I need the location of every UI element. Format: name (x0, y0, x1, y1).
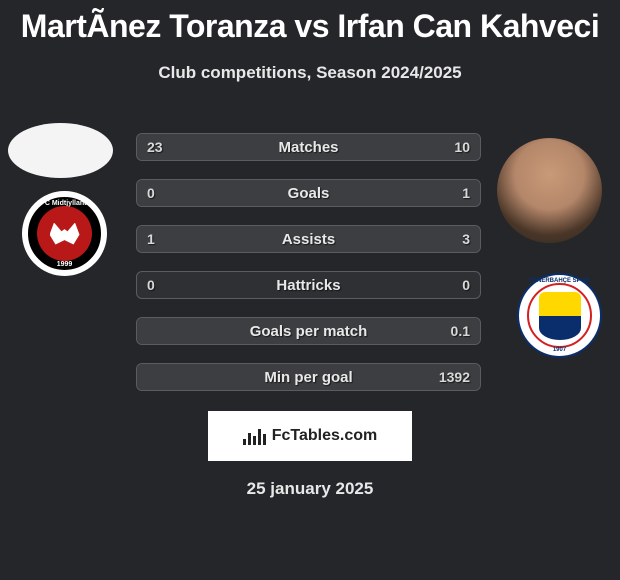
stat-label: Goals per match (137, 318, 480, 344)
stat-value-right: 10 (454, 134, 470, 160)
stat-rows: 23Matches100Goals11Assists30Hattricks0Go… (136, 133, 481, 409)
stat-row: 0Hattricks0 (136, 271, 481, 299)
bars-icon (243, 427, 266, 445)
stat-label: Assists (137, 226, 480, 252)
stat-value-right: 1392 (439, 364, 470, 390)
wolf-icon (50, 223, 80, 245)
source-badge: FcTables.com (208, 411, 412, 461)
stat-label: Min per goal (137, 364, 480, 390)
stat-row: 23Matches10 (136, 133, 481, 161)
stats-container: FC Midtjylland 1999 FENERBAHÇE SPOR 1907… (0, 123, 620, 403)
stat-row: Goals per match0.1 (136, 317, 481, 345)
date-text: 25 january 2025 (0, 479, 620, 499)
club-right-name-top: FENERBAHÇE SPOR (519, 278, 600, 284)
stat-label: Hattricks (137, 272, 480, 298)
club-right-badge: FENERBAHÇE SPOR 1907 (517, 273, 602, 358)
stat-label: Matches (137, 134, 480, 160)
stat-row: 1Assists3 (136, 225, 481, 253)
player-right-avatar (497, 138, 602, 243)
stat-row: Min per goal1392 (136, 363, 481, 391)
club-left-badge: FC Midtjylland 1999 (22, 191, 107, 276)
subtitle: Club competitions, Season 2024/2025 (0, 63, 620, 83)
club-right-year: 1907 (519, 347, 600, 353)
stat-value-right: 0.1 (451, 318, 470, 344)
club-left-year: 1999 (28, 261, 101, 268)
player-left-avatar (8, 123, 113, 178)
stat-label: Goals (137, 180, 480, 206)
page-title: MartÃ­nez Toranza vs Irfan Can Kahveci (0, 0, 620, 45)
stat-value-right: 1 (462, 180, 470, 206)
source-text: FcTables.com (272, 427, 378, 445)
stat-value-right: 0 (462, 272, 470, 298)
stat-value-right: 3 (462, 226, 470, 252)
stat-row: 0Goals1 (136, 179, 481, 207)
